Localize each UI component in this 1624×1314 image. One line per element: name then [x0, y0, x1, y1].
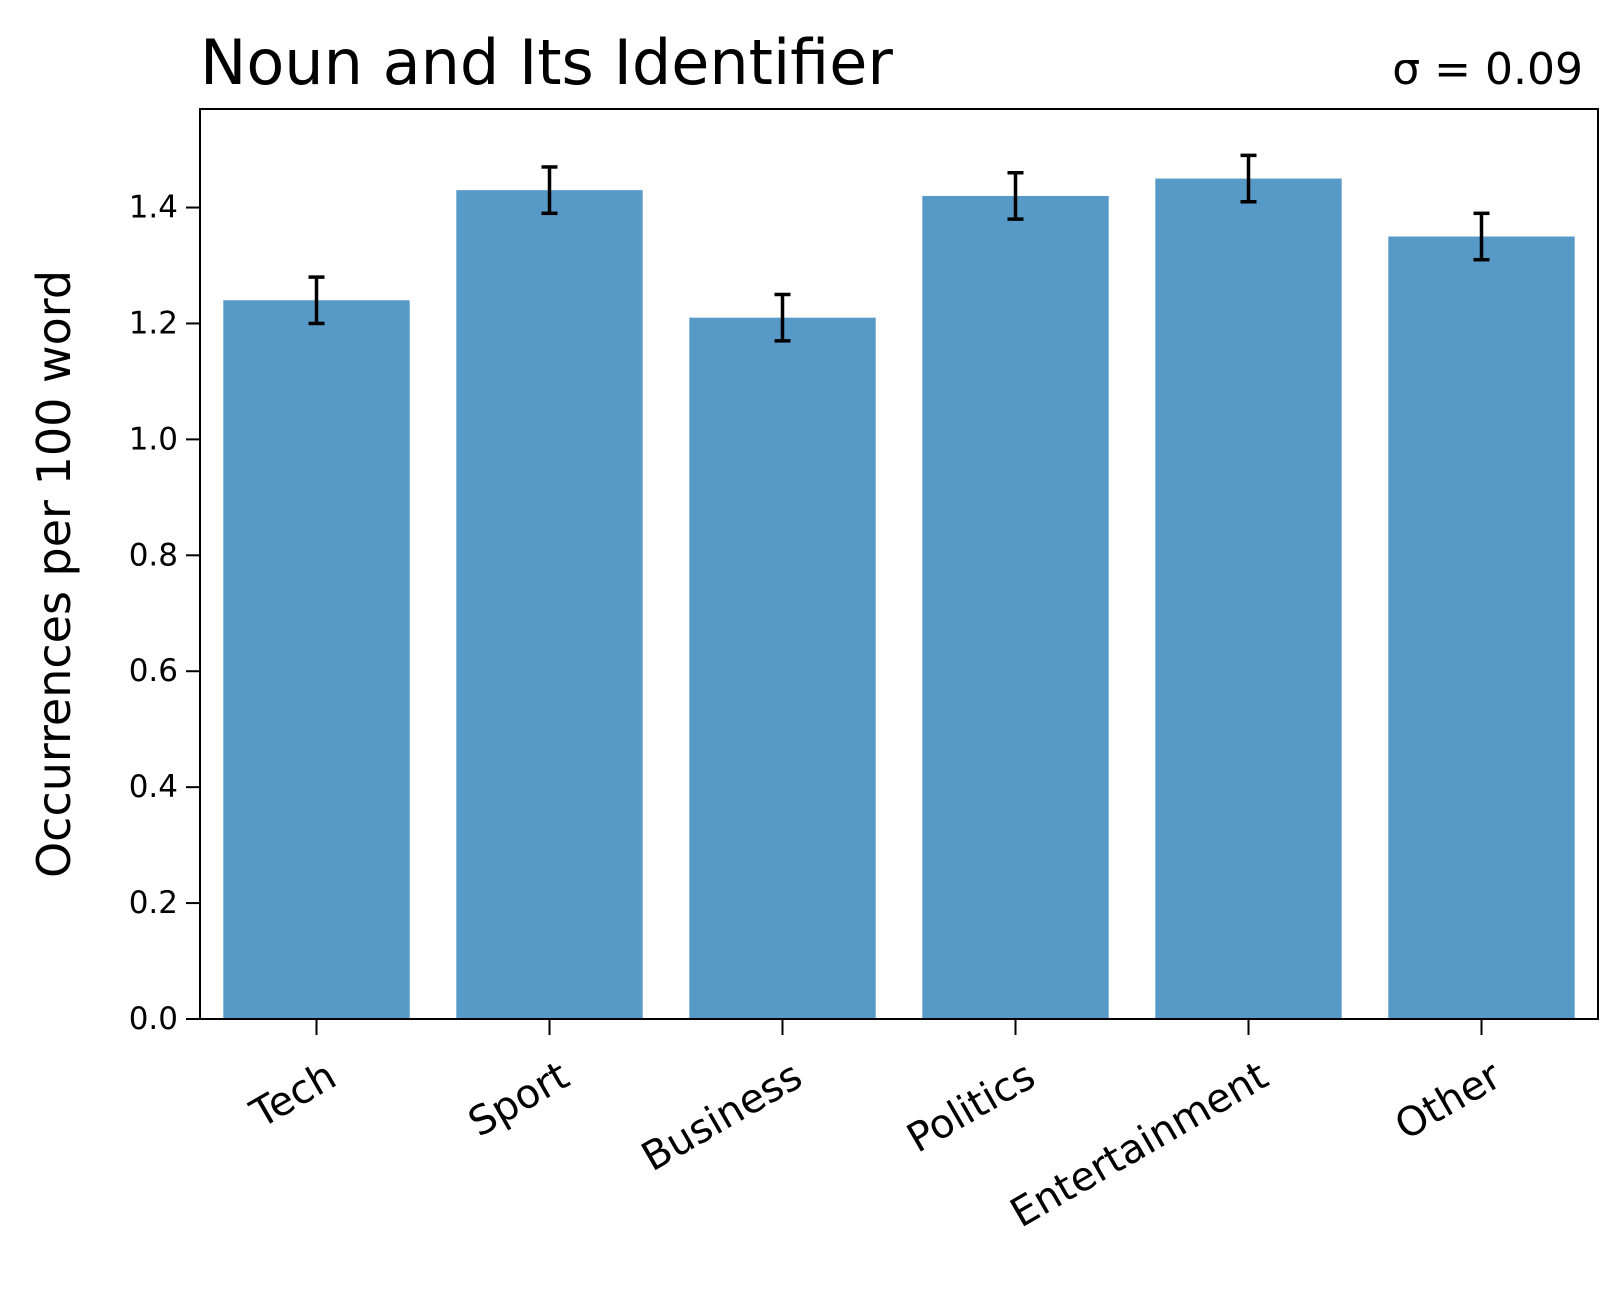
chart-title: Noun and Its Identifier [200, 26, 893, 99]
bar-entertainment [1155, 178, 1342, 1019]
error-bar-other [1473, 211, 1490, 262]
plot-area-frame [199, 108, 1599, 1020]
bar-other [1388, 236, 1575, 1019]
x-tick-label-tech: Tech [242, 1053, 343, 1138]
error-bar-sport [541, 165, 558, 216]
y-tick-label: 0.8 [129, 537, 178, 573]
x-tick-label-other: Other [1388, 1052, 1510, 1149]
bar-politics [922, 195, 1109, 1019]
x-tick-label-business: Business [634, 1053, 810, 1181]
y-tick-label: 0.2 [129, 885, 178, 921]
error-bar-politics [1007, 171, 1024, 221]
y-tick-label: 0.4 [129, 769, 178, 805]
bar-tech [223, 300, 410, 1019]
error-bar-business [774, 292, 791, 343]
error-bar-entertainment [1240, 153, 1257, 204]
y-tick-label: 0.0 [129, 1001, 178, 1037]
y-tick-label: 1.4 [129, 190, 178, 226]
sigma-annotation: σ = 0.09 [1392, 44, 1583, 95]
y-axis-label: Occurrences per 100 word [27, 270, 81, 878]
bar-sport [456, 190, 643, 1020]
y-tick-label: 0.6 [129, 653, 178, 689]
x-tick-label-sport: Sport [461, 1053, 577, 1147]
error-bars-group [308, 153, 1490, 343]
x-tick-label-politics: Politics [899, 1053, 1042, 1162]
y-axis-ticks: 0.0 0.2 0.4 0.6 0.8 1.0 1.2 1.4 [129, 190, 200, 1037]
x-tick-label-entertainment: Entertainment [1003, 1053, 1276, 1237]
error-bar-tech [308, 275, 325, 326]
bar-business [689, 317, 876, 1019]
y-tick-label: 1.0 [129, 421, 178, 457]
bars-group [223, 178, 1575, 1020]
y-tick-label: 1.2 [129, 305, 178, 341]
